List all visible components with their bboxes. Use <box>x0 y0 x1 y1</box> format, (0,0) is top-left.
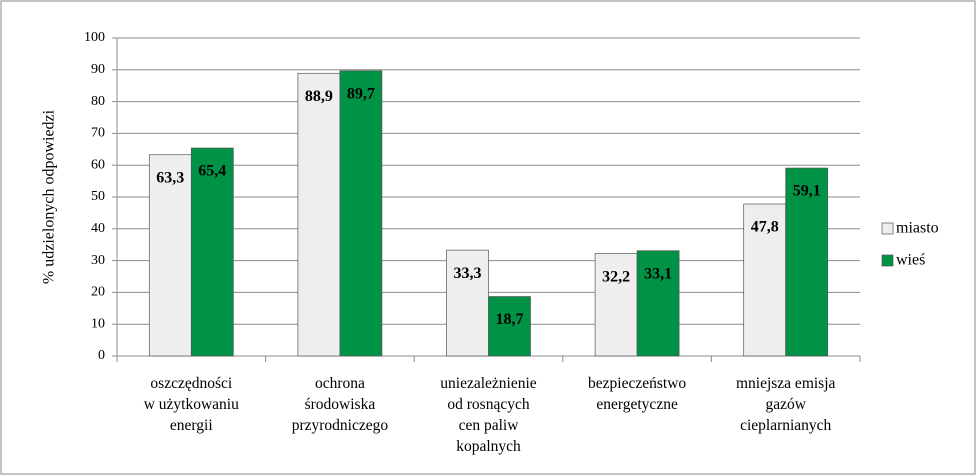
bar <box>148 154 192 357</box>
x-tick-label: oszczędności w użytkowaniu energii <box>144 375 239 434</box>
y-tick-label: 80 <box>91 94 105 109</box>
x-tick-label-line: mniejsza emisja <box>736 375 836 392</box>
x-tick-label-line: bezpieczeństwo <box>588 375 686 392</box>
value-label: 33,1 <box>644 265 672 282</box>
y-tick-label: 60 <box>91 157 105 172</box>
value-label: 65,4 <box>198 163 226 180</box>
x-tick-label-line: energii <box>170 417 213 434</box>
x-tick-label: mniejsza emisja gazów cieplarnianych <box>736 375 836 434</box>
value-label: 59,1 <box>793 183 821 200</box>
value-label: 33,3 <box>454 265 482 282</box>
x-tick-label: uniezależnienie od rosnących cen paliw kopa… <box>440 375 537 455</box>
bar <box>488 296 531 357</box>
x-tick-label-line: środowiska <box>305 396 376 413</box>
bar <box>743 203 787 357</box>
value-label: 32,2 <box>602 268 630 285</box>
bar <box>594 253 638 357</box>
y-tick-label: 30 <box>91 253 105 268</box>
x-tick-label-line: gazów <box>765 396 806 413</box>
bar <box>636 250 680 357</box>
x-tick-label: bezpieczeństwo energetyczne <box>588 375 686 413</box>
y-tick-label: 100 <box>84 30 105 45</box>
x-tick-label-line: od rosnących <box>447 396 529 413</box>
bar <box>339 70 383 357</box>
x-tick-label-line: cieplarnianych <box>740 417 831 434</box>
x-tick-label-line: energetyczne <box>596 396 678 413</box>
y-tick-label: 50 <box>91 189 105 204</box>
y-tick-label: 20 <box>91 285 105 300</box>
legend-label: wieś <box>896 252 925 269</box>
y-tick-label: 90 <box>91 62 105 77</box>
x-tick-label-line: uniezależnienie <box>440 375 537 392</box>
value-label: 89,7 <box>347 85 375 102</box>
value-label: 88,9 <box>305 88 333 105</box>
legend-label: miasto <box>896 220 939 237</box>
x-tick-label-line: ochrona <box>315 375 365 392</box>
y-axis-label: % udzielonych odpowiedzi <box>41 109 58 284</box>
y-tick-label: 40 <box>91 221 105 236</box>
value-label: 63,3 <box>156 169 184 186</box>
x-tick-label-line: w użytkowaniu <box>144 396 239 413</box>
x-tick-label-line: cen paliw <box>459 417 520 434</box>
y-tick-label: 70 <box>91 126 105 141</box>
bar <box>446 249 489 357</box>
legend-swatch <box>881 254 894 267</box>
bar <box>297 72 341 357</box>
y-tick-label: 0 <box>98 348 105 363</box>
x-tick-label-line: kopalnych <box>456 438 521 455</box>
legend-swatch <box>881 222 894 235</box>
bar <box>190 147 234 357</box>
bar <box>785 167 829 357</box>
x-tick-label-line: oszczędności <box>150 375 232 392</box>
value-label: 47,8 <box>751 219 779 236</box>
value-label: 18,7 <box>496 311 524 328</box>
x-tick-label: ochrona środowiska przyrodniczego <box>292 375 389 434</box>
y-tick-label: 10 <box>91 316 105 331</box>
x-tick-label-line: przyrodniczego <box>292 417 389 434</box>
